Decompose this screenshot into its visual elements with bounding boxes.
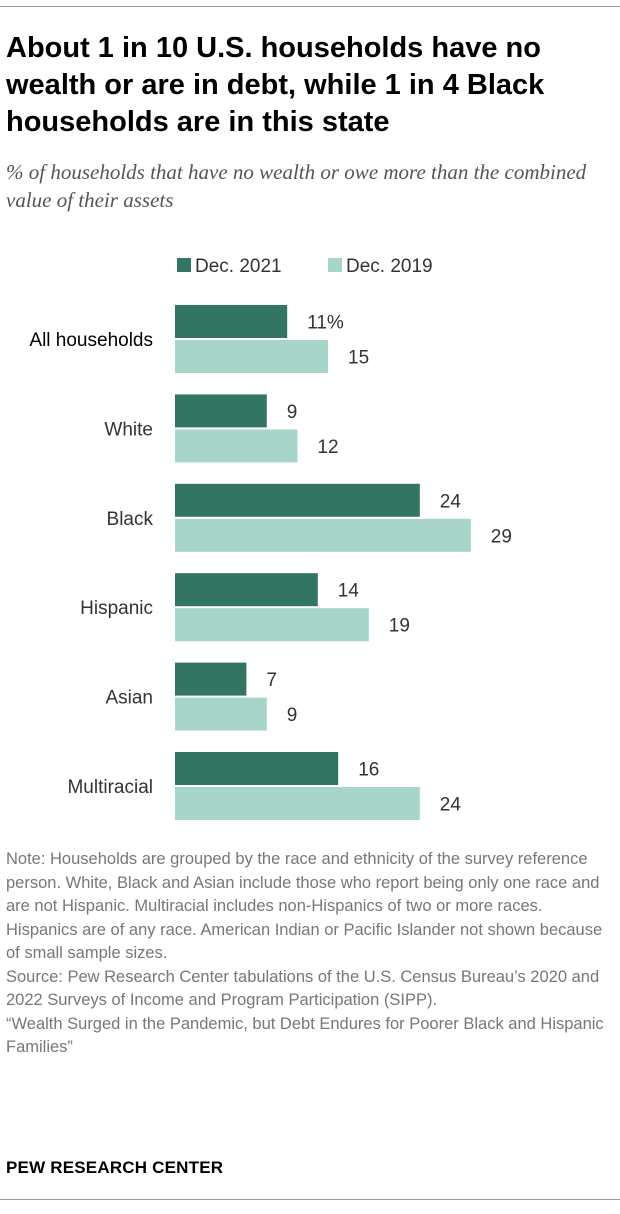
bottom-rule	[0, 1199, 620, 1200]
value-label-1-1: 12	[317, 437, 338, 458]
source-text: Source: Pew Research Center tabulations …	[6, 967, 600, 1010]
category-label-0: All households	[29, 330, 153, 351]
bar-0-3	[175, 573, 318, 607]
category-label-1: White	[104, 419, 153, 440]
value-label-0-4: 7	[266, 670, 277, 691]
value-label-1-2: 29	[491, 526, 512, 547]
bar-0-4	[175, 662, 247, 696]
bar-1-5	[175, 787, 420, 820]
legend-dec-2021-label: Dec. 2021	[195, 256, 282, 277]
value-label-0-1: 9	[287, 402, 298, 423]
report-title: “Wealth Surged in the Pandemic, but Debt…	[6, 1014, 604, 1057]
bar-1-1	[175, 429, 298, 463]
legend-dec-2019-label: Dec. 2019	[346, 256, 433, 277]
value-label-0-3: 14	[338, 581, 360, 602]
bar-0-0	[175, 305, 288, 338]
value-label-1-5: 24	[440, 795, 462, 816]
value-label-1-0: 15	[348, 348, 369, 369]
category-label-5: Multiracial	[67, 777, 153, 798]
bar-0-2	[175, 483, 420, 517]
value-label-0-5: 16	[358, 760, 379, 781]
value-label-1-3: 19	[389, 616, 410, 637]
bar-0-1	[175, 394, 267, 428]
pew-logo-text: PEW RESEARCH CENTER	[6, 1158, 224, 1177]
value-label-1-4: 9	[287, 705, 298, 726]
category-label-4: Asian	[105, 688, 153, 709]
legend-dec-2019-swatch	[328, 258, 342, 272]
chart-subtitle: % of households that have no wealth or o…	[6, 160, 587, 212]
bar-1-2	[175, 518, 471, 552]
note-text: Note: Households are grouped by the race…	[6, 850, 603, 962]
category-label-3: Hispanic	[80, 598, 153, 619]
legend-dec-2021-swatch	[177, 258, 191, 272]
top-rule	[0, 6, 620, 7]
value-label-0-2: 24	[440, 491, 462, 512]
category-label-2: Black	[107, 509, 154, 530]
bar-0-5	[175, 752, 339, 785]
bar-1-0	[175, 340, 328, 373]
bar-1-4	[175, 697, 267, 731]
bar-chart: Dec. 2021 Dec. 2019 All households 11%15 Whi…	[29, 256, 512, 820]
chart-title: About 1 in 10 U.S. households have no we…	[6, 32, 545, 138]
bar-1-3	[175, 608, 369, 642]
notes-block: Note: Households are grouped by the race…	[6, 848, 614, 1060]
value-label-0-0: 11%	[307, 313, 344, 334]
